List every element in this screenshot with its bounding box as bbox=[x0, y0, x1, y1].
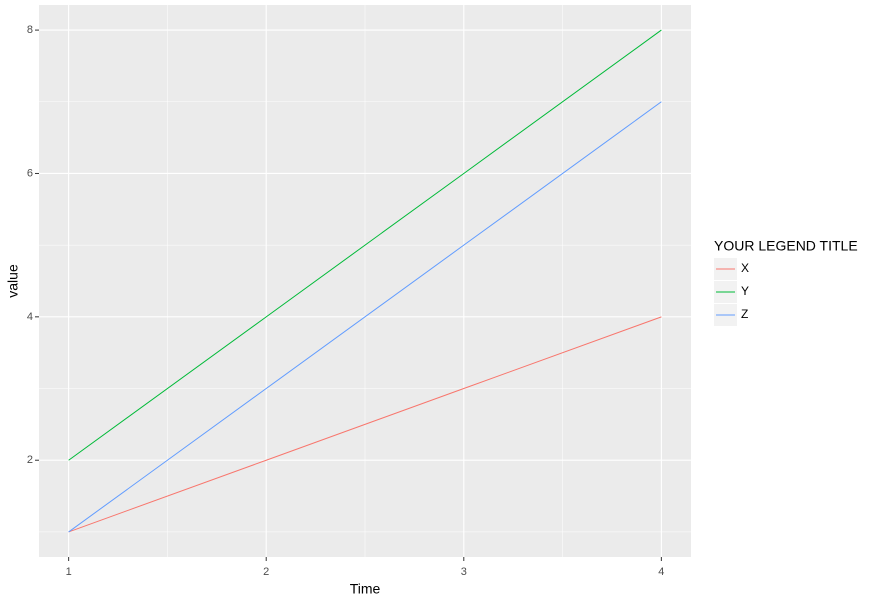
x-tick-label: 1 bbox=[66, 566, 72, 578]
y-axis-label: value bbox=[5, 264, 21, 298]
series-line bbox=[68, 101, 662, 533]
legend-label: Y bbox=[741, 284, 749, 298]
legend-title: YOUR LEGEND TITLE bbox=[714, 238, 858, 254]
axes: 1 2 3 4 2 4 6 8 bbox=[27, 24, 665, 578]
x-axis-label: Time bbox=[350, 581, 381, 597]
x-tick-label: 2 bbox=[263, 566, 269, 578]
legend: XYZ bbox=[714, 258, 749, 326]
y-tick-label: 6 bbox=[27, 167, 33, 179]
y-tick-label: 8 bbox=[27, 24, 33, 36]
x-tick-label: 4 bbox=[658, 566, 664, 578]
y-tick-label: 2 bbox=[27, 454, 33, 466]
grid bbox=[39, 5, 691, 557]
series-line bbox=[68, 316, 662, 533]
legend-label: Z bbox=[741, 307, 748, 321]
lines bbox=[68, 29, 662, 533]
legend-label: X bbox=[741, 261, 749, 275]
x-tick-label: 3 bbox=[461, 566, 467, 578]
series-line bbox=[68, 29, 662, 461]
y-tick-label: 4 bbox=[27, 311, 33, 323]
